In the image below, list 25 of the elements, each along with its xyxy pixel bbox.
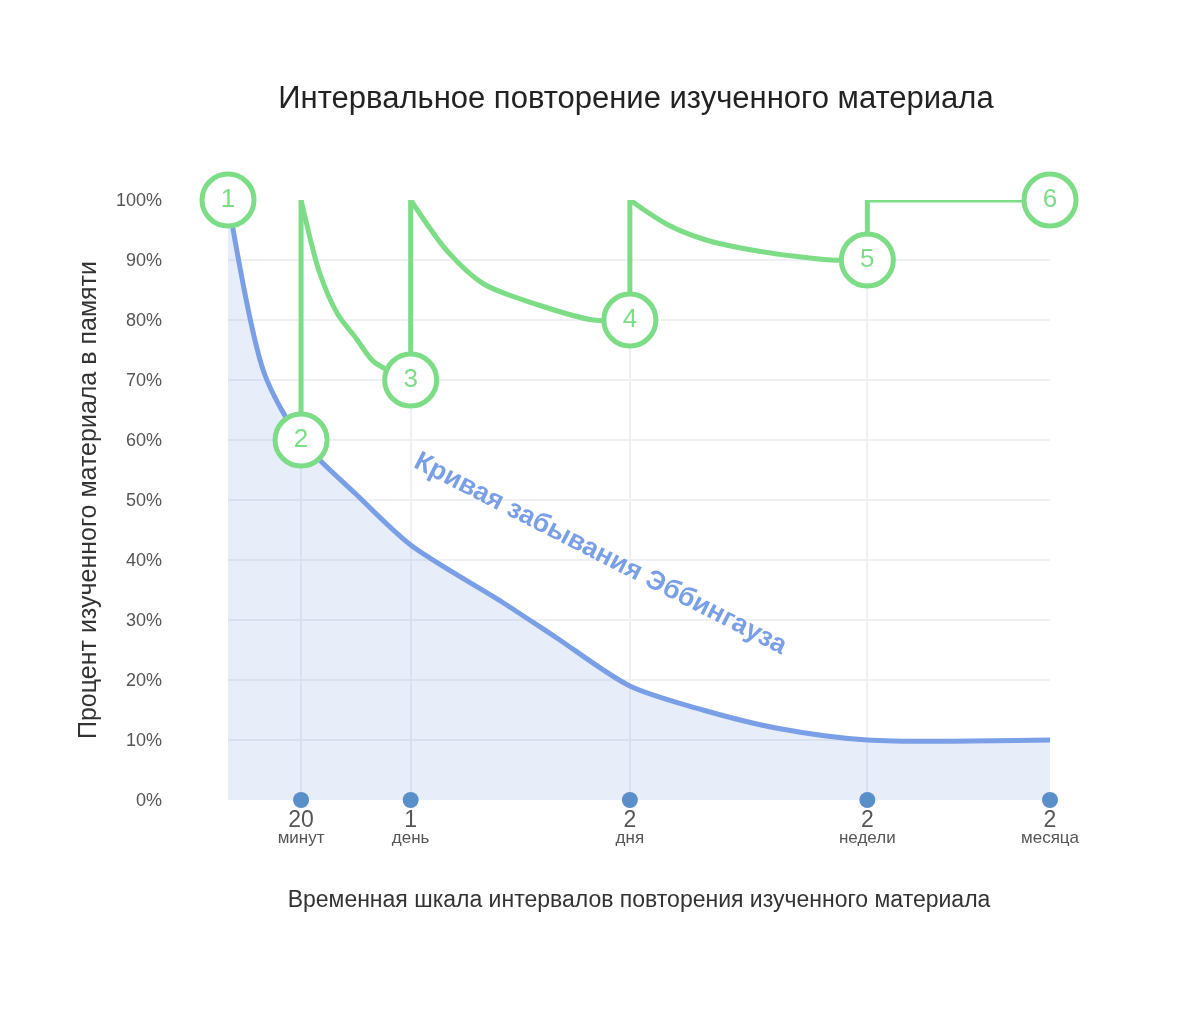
y-tick-label: 70% <box>125 370 162 391</box>
y-tick-label: 20% <box>125 670 162 691</box>
chart-title: Интервальное повторение изученного материала <box>278 79 995 115</box>
annotation: 2 <box>293 422 309 453</box>
y-tick-label: 40% <box>125 550 162 571</box>
x-tick-label: 1 день <box>391 806 430 847</box>
annotation: 4 <box>622 302 638 333</box>
y-tick-label: 30% <box>125 610 162 631</box>
x-axis-title: Временная шкала интервалов повторения изученного материала <box>287 886 991 913</box>
y-tick-label: 10% <box>125 730 162 751</box>
y-tick-label: 90% <box>125 250 162 271</box>
y-tick-label: 80% <box>125 310 162 331</box>
y-tick-label: 100% <box>115 190 162 211</box>
x-tick-label: 20 минут <box>277 806 325 847</box>
annotation: 5 <box>860 242 875 273</box>
y-axis-title: Процент изученного материала в памяти <box>72 260 101 740</box>
annotation: 1 <box>220 182 236 213</box>
y-tick-label: 60% <box>125 430 162 451</box>
y-tick-label: 50% <box>125 490 162 511</box>
annotation: 6 <box>1042 182 1058 213</box>
x-tick-label: 2 месяца <box>1020 806 1080 847</box>
x-tick-label: 2 недели <box>838 806 896 847</box>
annotation: 3 <box>403 362 418 393</box>
x-tick-label: 2 дня <box>615 806 645 847</box>
y-tick-label: 0% <box>135 790 162 811</box>
